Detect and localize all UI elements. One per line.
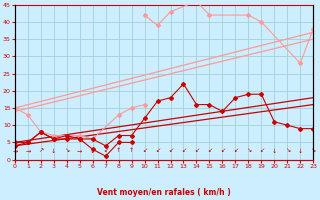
X-axis label: Vent moyen/en rafales ( km/h ): Vent moyen/en rafales ( km/h ) — [97, 188, 231, 197]
